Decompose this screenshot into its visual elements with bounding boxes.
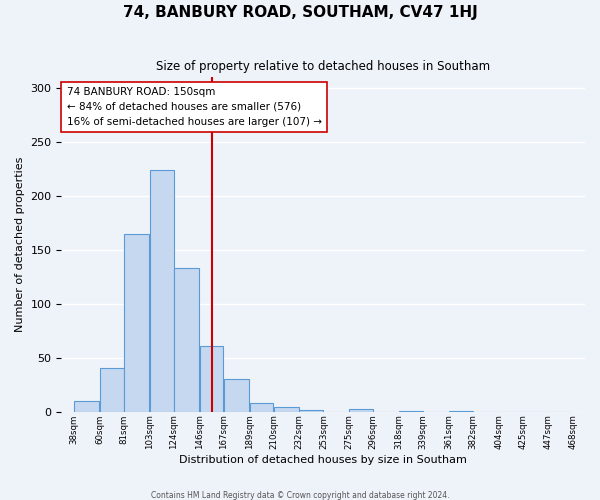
Bar bbox=[174, 268, 199, 412]
Bar bbox=[299, 410, 323, 412]
X-axis label: Distribution of detached houses by size in Southam: Distribution of detached houses by size … bbox=[179, 455, 467, 465]
Bar bbox=[224, 380, 249, 412]
Text: Contains HM Land Registry data © Crown copyright and database right 2024.: Contains HM Land Registry data © Crown c… bbox=[151, 490, 449, 500]
Bar bbox=[124, 234, 149, 412]
Title: Size of property relative to detached houses in Southam: Size of property relative to detached ho… bbox=[156, 60, 490, 73]
Bar bbox=[74, 401, 100, 412]
Bar bbox=[250, 403, 274, 412]
Text: 74 BANBURY ROAD: 150sqm
← 84% of detached houses are smaller (576)
16% of semi-d: 74 BANBURY ROAD: 150sqm ← 84% of detache… bbox=[67, 87, 322, 126]
Bar bbox=[274, 408, 299, 412]
Bar bbox=[200, 346, 223, 412]
Bar bbox=[150, 170, 173, 412]
Bar bbox=[399, 410, 423, 412]
Text: 74, BANBURY ROAD, SOUTHAM, CV47 1HJ: 74, BANBURY ROAD, SOUTHAM, CV47 1HJ bbox=[122, 5, 478, 20]
Bar bbox=[349, 408, 373, 412]
Bar bbox=[449, 410, 473, 412]
Y-axis label: Number of detached properties: Number of detached properties bbox=[15, 156, 25, 332]
Bar bbox=[100, 368, 124, 412]
